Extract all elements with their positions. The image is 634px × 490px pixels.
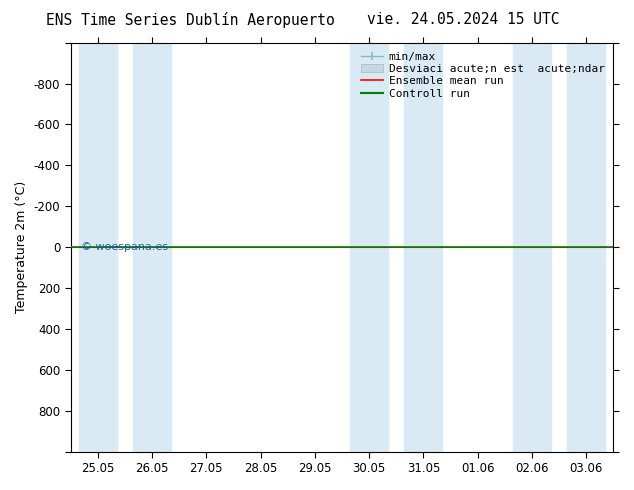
Y-axis label: Temperature 2m (°C): Temperature 2m (°C) [15, 181, 28, 313]
Text: vie. 24.05.2024 15 UTC: vie. 24.05.2024 15 UTC [366, 12, 559, 27]
Text: © woespana.es: © woespana.es [81, 242, 169, 252]
Bar [404, 43, 443, 452]
Bar [133, 43, 171, 452]
Text: ENS Time Series Dublín Aeropuerto: ENS Time Series Dublín Aeropuerto [46, 12, 335, 28]
Bar [513, 43, 551, 452]
Legend: min/max, Desviaci acute;n est  acute;ndar, Ensemble mean run, Controll run: min/max, Desviaci acute;n est acute;ndar… [358, 48, 608, 102]
Bar [567, 43, 605, 452]
Bar [350, 43, 388, 452]
Bar [79, 43, 117, 452]
